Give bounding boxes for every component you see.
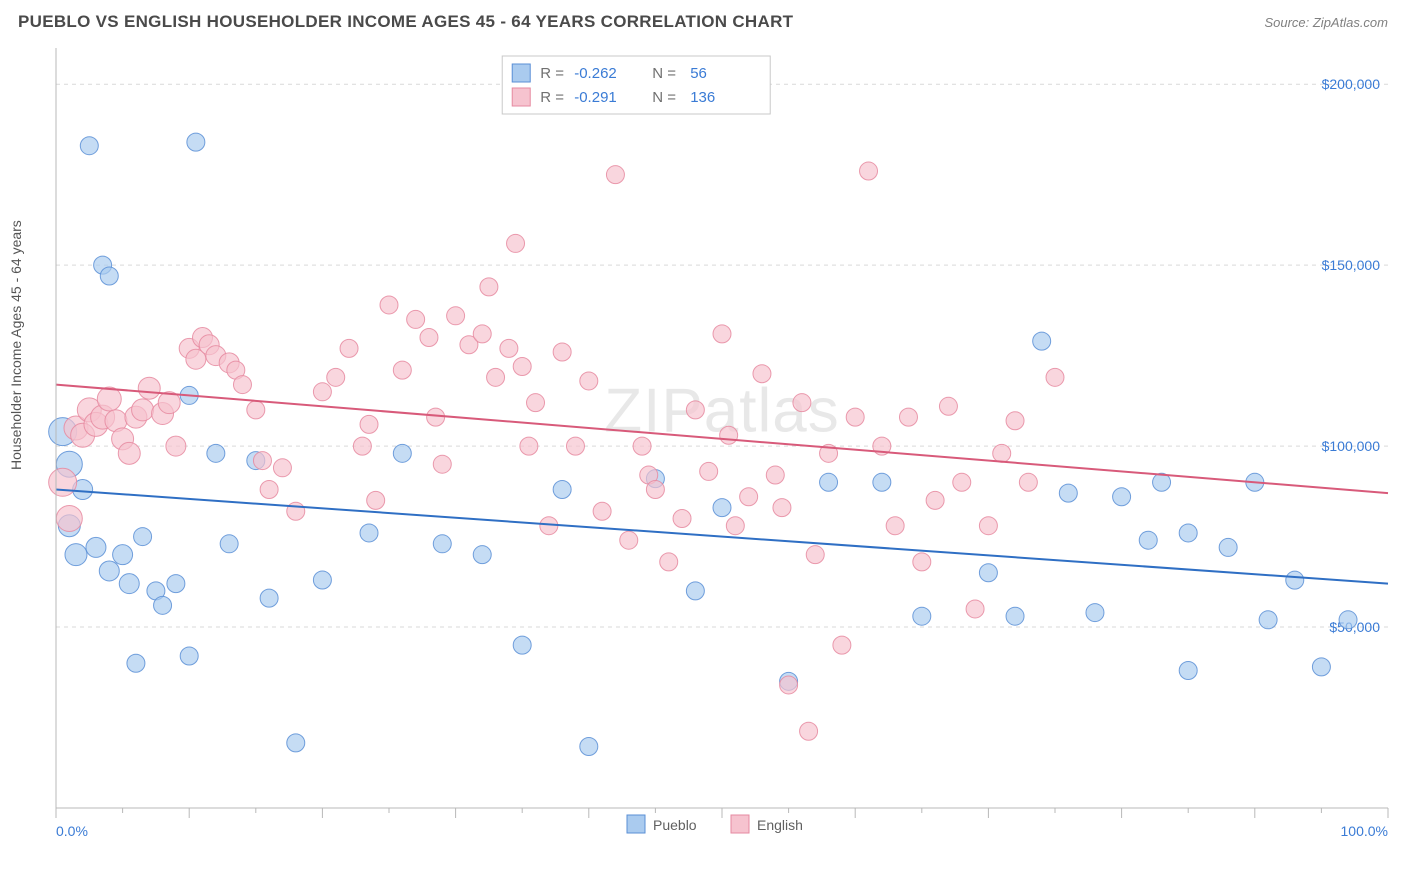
svg-text:N =: N = bbox=[652, 65, 676, 82]
correlation-scatter-chart: $50,000$100,000$150,000$200,000ZIPatlas0… bbox=[0, 40, 1406, 860]
svg-text:0.0%: 0.0% bbox=[56, 823, 88, 839]
svg-text:Pueblo: Pueblo bbox=[653, 817, 697, 833]
svg-text:R =: R = bbox=[540, 89, 564, 106]
source-attribution: Source: ZipAtlas.com bbox=[1264, 15, 1388, 30]
chart-header: PUEBLO VS ENGLISH HOUSEHOLDER INCOME AGE… bbox=[0, 0, 1406, 40]
svg-text:English: English bbox=[757, 817, 803, 833]
svg-text:-0.291: -0.291 bbox=[574, 89, 617, 106]
svg-text:-0.262: -0.262 bbox=[574, 65, 617, 82]
svg-text:56: 56 bbox=[690, 65, 707, 82]
chart-container: Householder Income Ages 45 - 64 years $5… bbox=[0, 40, 1406, 892]
svg-text:$100,000: $100,000 bbox=[1322, 438, 1381, 454]
source-name: ZipAtlas.com bbox=[1313, 15, 1388, 30]
svg-text:R =: R = bbox=[540, 65, 564, 82]
svg-text:$150,000: $150,000 bbox=[1322, 257, 1381, 273]
svg-text:136: 136 bbox=[690, 89, 715, 106]
svg-text:N =: N = bbox=[652, 89, 676, 106]
svg-text:100.0%: 100.0% bbox=[1341, 823, 1388, 839]
chart-title: PUEBLO VS ENGLISH HOUSEHOLDER INCOME AGE… bbox=[18, 12, 793, 32]
y-axis-label: Householder Income Ages 45 - 64 years bbox=[8, 220, 24, 470]
source-label: Source: bbox=[1264, 15, 1312, 30]
svg-text:$200,000: $200,000 bbox=[1322, 76, 1381, 92]
